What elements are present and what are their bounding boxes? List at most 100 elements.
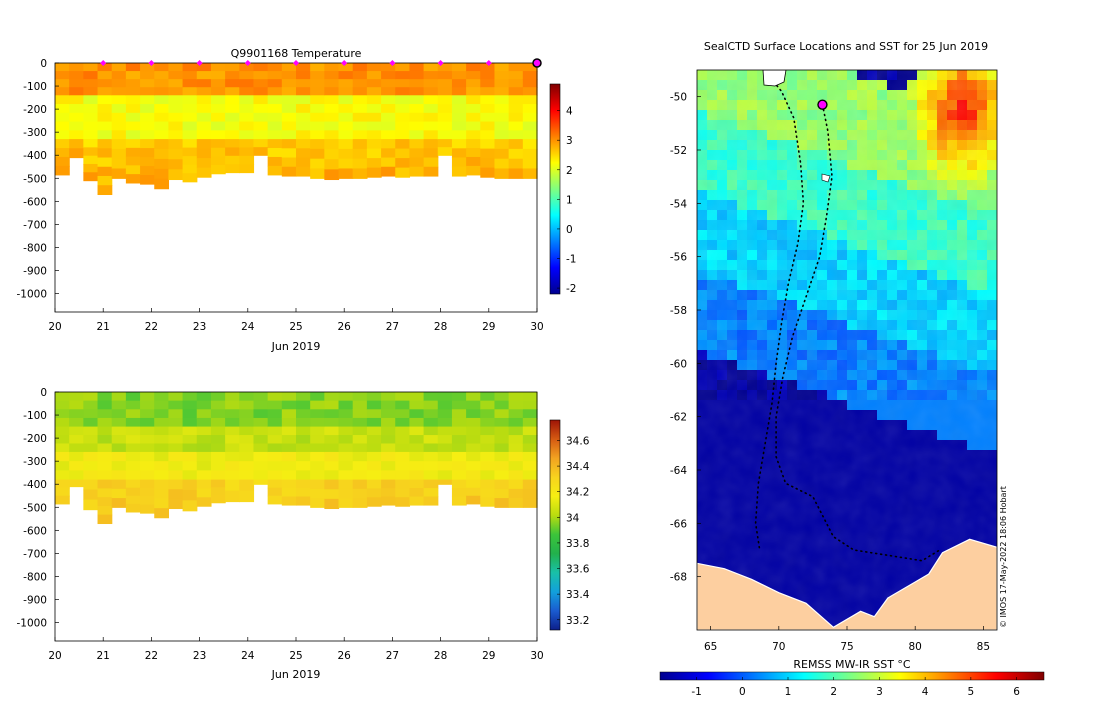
temperature-cell bbox=[466, 165, 481, 176]
temperature-cell bbox=[267, 130, 283, 140]
temperature-cell bbox=[310, 139, 325, 150]
temperature-cell bbox=[97, 71, 113, 80]
salinity-cell bbox=[210, 461, 226, 471]
temperature-cell bbox=[225, 155, 240, 165]
temperature-cell bbox=[281, 112, 297, 123]
temperature-cell bbox=[196, 79, 212, 88]
salinity-cell bbox=[267, 400, 283, 410]
temperature-cell bbox=[225, 87, 240, 96]
temperature-cell bbox=[494, 95, 510, 105]
salinity-cell bbox=[196, 451, 212, 462]
temperature-y-tick-label: -300 bbox=[23, 127, 47, 139]
temperature-colorbar-label: 1 bbox=[566, 194, 573, 206]
temperature-cell bbox=[480, 104, 496, 114]
salinity-cell bbox=[55, 479, 70, 489]
salinity-cell bbox=[182, 470, 198, 481]
temperature-cell bbox=[338, 139, 354, 150]
temperature-cell bbox=[466, 63, 481, 72]
temperature-cell bbox=[480, 95, 496, 105]
salinity-cell bbox=[83, 479, 99, 491]
temperature-cell bbox=[55, 95, 70, 105]
temperature-cell bbox=[451, 157, 467, 168]
salinity-cell bbox=[381, 488, 396, 498]
temperature-cells bbox=[55, 63, 538, 196]
temperature-cell bbox=[55, 130, 70, 140]
salinity-cell bbox=[239, 392, 255, 402]
temperature-cell bbox=[239, 104, 255, 114]
temperature-cell bbox=[296, 63, 311, 72]
salinity-cell bbox=[125, 426, 141, 436]
salinity-cell bbox=[522, 426, 538, 436]
temperature-cell bbox=[437, 121, 453, 131]
temperature-cell bbox=[451, 112, 467, 123]
temperature-x-tick-label: 30 bbox=[530, 321, 543, 333]
profile-marker bbox=[148, 60, 155, 66]
salinity-cell bbox=[196, 497, 212, 507]
salinity-cell bbox=[111, 461, 127, 471]
salinity-cell bbox=[140, 426, 155, 436]
salinity-cell bbox=[111, 479, 127, 490]
salinity-cell bbox=[508, 461, 524, 471]
salinity-cell bbox=[225, 435, 240, 445]
salinity-cell bbox=[267, 443, 283, 453]
temperature-cell bbox=[55, 104, 70, 114]
temperature-y-tick-label: -500 bbox=[23, 173, 47, 185]
salinity-cell bbox=[352, 443, 368, 453]
salinity-cell bbox=[508, 417, 524, 428]
temperature-cell bbox=[494, 168, 510, 179]
salinity-cell bbox=[522, 451, 538, 462]
salinity-cell bbox=[409, 488, 425, 498]
temperature-cell bbox=[522, 168, 538, 179]
temperature-colorbar-label: 0 bbox=[566, 224, 573, 236]
temperature-cell bbox=[168, 63, 184, 72]
temperature-cell bbox=[423, 121, 439, 131]
temperature-cell bbox=[140, 121, 155, 131]
salinity-cell bbox=[451, 409, 467, 419]
salinity-cell bbox=[253, 400, 269, 410]
salinity-x-tick-label: 30 bbox=[530, 650, 543, 662]
salinity-cell bbox=[83, 499, 99, 511]
salinity-cell bbox=[281, 443, 297, 453]
temperature-cell bbox=[324, 104, 340, 114]
salinity-cell bbox=[480, 435, 496, 445]
profile-marker bbox=[389, 60, 396, 66]
temperature-cell bbox=[494, 112, 510, 123]
temperature-cell bbox=[409, 139, 425, 149]
salinity-cell bbox=[451, 479, 467, 489]
salinity-cell bbox=[225, 400, 240, 410]
salinity-cell bbox=[83, 400, 99, 410]
temperature-cell bbox=[423, 87, 439, 96]
salinity-cell bbox=[97, 451, 113, 462]
salinity-cell bbox=[494, 498, 510, 508]
salinity-x-tick-label: 27 bbox=[386, 650, 399, 662]
salinity-cell bbox=[210, 409, 226, 419]
temperature-cell bbox=[480, 167, 496, 178]
salinity-cell bbox=[281, 470, 297, 481]
temperature-cell bbox=[324, 130, 340, 140]
temperature-cell bbox=[55, 139, 70, 149]
salinity-cell bbox=[281, 400, 297, 410]
salinity-cell bbox=[154, 409, 170, 419]
temperature-cell bbox=[267, 156, 283, 167]
temperature-cell bbox=[111, 79, 127, 88]
temperature-cell bbox=[395, 79, 411, 88]
temperature-cell bbox=[111, 112, 127, 123]
temperature-cell bbox=[239, 121, 255, 131]
salinity-cell bbox=[239, 417, 255, 428]
temperature-cell bbox=[522, 95, 538, 105]
salinity-cell bbox=[409, 451, 425, 462]
salinity-cell bbox=[97, 497, 113, 507]
salinity-cell bbox=[69, 479, 84, 488]
salinity-colorbar-label: 34.4 bbox=[566, 461, 590, 473]
temperature-x-tick-label: 20 bbox=[48, 321, 61, 333]
salinity-cell bbox=[366, 461, 382, 471]
salinity-cell bbox=[83, 435, 99, 445]
salinity-cell bbox=[451, 435, 467, 445]
temperature-profile-markers bbox=[100, 58, 542, 68]
temperature-cell bbox=[409, 112, 425, 123]
temperature-cell bbox=[239, 71, 255, 80]
temperature-cell bbox=[466, 112, 481, 123]
temperature-cell bbox=[409, 166, 425, 177]
temperature-cell bbox=[522, 139, 538, 150]
temperature-cell bbox=[296, 71, 311, 80]
